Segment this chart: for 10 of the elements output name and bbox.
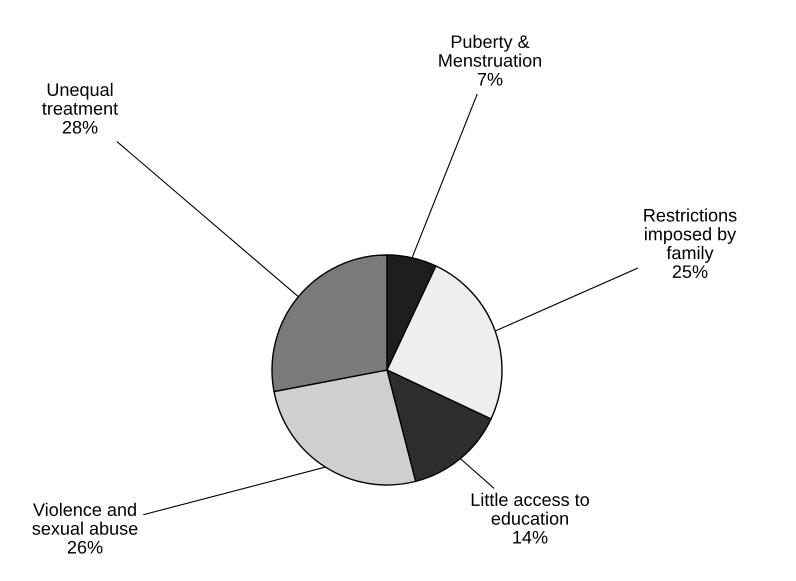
- slice-label: Unequal treatment: [42, 82, 118, 115]
- data-label: 26%: [68, 540, 102, 554]
- slice-label: Violence and sexual abuse: [32, 502, 138, 535]
- data-label: 14%: [513, 530, 548, 544]
- slice-label: Puberty & Menstruation: [439, 34, 542, 67]
- data-label: 25%: [672, 265, 708, 278]
- data-label: 28%: [62, 120, 98, 134]
- slice-label: Little access to education: [472, 492, 589, 525]
- slice-label: Restrictions imposed by family: [644, 208, 737, 263]
- data-label: 7%: [478, 72, 502, 86]
